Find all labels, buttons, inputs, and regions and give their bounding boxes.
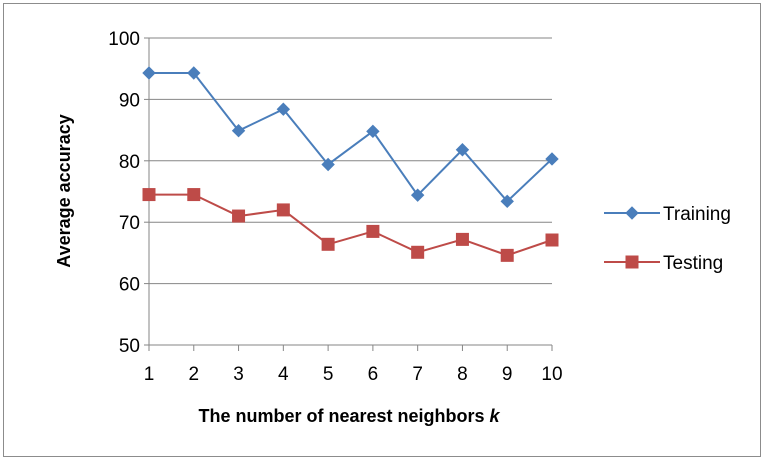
data-point-training-8 (455, 143, 470, 157)
series-line-testing (149, 193, 553, 257)
data-point-testing-8 (455, 232, 469, 246)
data-point-training-1 (142, 66, 156, 80)
data-point-testing-4 (276, 203, 290, 217)
data-point-testing-5 (321, 237, 335, 251)
data-point-testing-6 (366, 224, 380, 238)
data-point-testing-7 (411, 245, 425, 259)
x-tick-label-8: 8 (457, 364, 468, 385)
y-tick-labels: 50 60 70 80 90 100 (108, 29, 140, 357)
series-group (142, 66, 559, 262)
data-point-testing-9 (500, 248, 514, 262)
y-tick-label-70: 70 (119, 213, 140, 234)
y-tick-label-80: 80 (119, 152, 140, 173)
x-axis-title-variable: k (490, 406, 501, 426)
legend-label-training: Training (663, 204, 731, 225)
y-tick-label-60: 60 (119, 275, 140, 296)
data-point-training-5 (321, 157, 335, 172)
data-point-testing-2 (187, 188, 201, 202)
x-tick-label-6: 6 (368, 364, 379, 385)
data-point-testing-3 (232, 209, 246, 223)
x-tick-labels: 1 2 3 4 5 6 7 8 9 10 (144, 364, 563, 385)
data-point-training-6 (366, 124, 380, 139)
data-point-testing-1 (142, 188, 156, 202)
chart-frame (3, 3, 761, 457)
y-tick-label-50: 50 (119, 336, 140, 357)
data-point-training-7 (410, 188, 425, 202)
gridlines (144, 37, 552, 346)
x-axis-title: The number of nearest neighbors k (198, 406, 500, 426)
y-tick-label-100: 100 (108, 29, 140, 50)
legend-item-training: Training (604, 204, 731, 225)
series-line-training (149, 71, 553, 203)
data-point-testing-10 (545, 233, 559, 247)
legend: Training Testing (604, 204, 731, 274)
x-tick-label-5: 5 (323, 364, 334, 385)
x-axis-title-text: The number of nearest neighbors (198, 406, 489, 426)
x-tick-label-7: 7 (412, 364, 423, 385)
legend-marker-training (625, 206, 639, 220)
x-tick-label-1: 1 (144, 364, 155, 385)
data-point-training-3 (231, 124, 246, 138)
legend-item-testing: Testing (604, 253, 723, 274)
data-point-training-2 (187, 66, 201, 80)
series-training (142, 66, 559, 209)
x-tick-label-2: 2 (188, 364, 199, 385)
legend-label-testing: Testing (663, 253, 723, 274)
data-point-training-10 (545, 152, 559, 166)
x-tick-label-9: 9 (502, 364, 513, 385)
axes (148, 38, 553, 351)
x-tick-label-10: 10 (541, 364, 562, 385)
data-point-training-4 (276, 102, 291, 116)
legend-marker-testing (625, 255, 639, 269)
data-point-training-9 (500, 194, 514, 209)
y-tick-label-90: 90 (119, 90, 140, 111)
y-axis-title: Average accuracy (54, 114, 74, 267)
x-tick-label-3: 3 (233, 364, 244, 385)
series-testing (142, 188, 559, 262)
x-tick-label-4: 4 (278, 364, 289, 385)
